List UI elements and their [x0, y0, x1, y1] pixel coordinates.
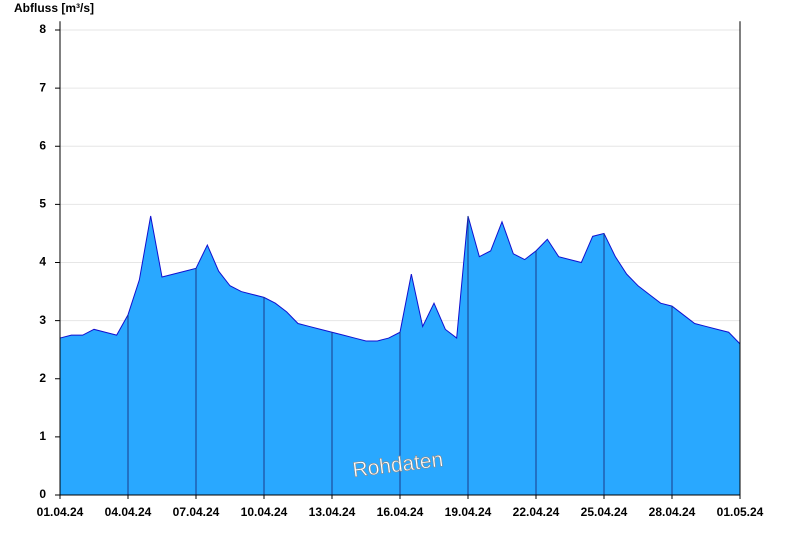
x-tick-label: 16.04.24 — [377, 505, 424, 519]
x-tick-label: 19.04.24 — [445, 505, 492, 519]
y-tick-label: 5 — [39, 197, 46, 211]
x-tick-label: 10.04.24 — [241, 505, 288, 519]
y-tick-label: 2 — [39, 371, 46, 385]
y-tick-label: 8 — [39, 22, 46, 36]
x-tick-label: 25.04.24 — [581, 505, 628, 519]
x-tick-label: 01.04.24 — [37, 505, 84, 519]
y-tick-label: 3 — [39, 313, 46, 327]
x-tick-label: 22.04.24 — [513, 505, 560, 519]
y-tick-label: 6 — [39, 138, 46, 152]
x-tick-label: 04.04.24 — [105, 505, 152, 519]
y-tick-label: 1 — [39, 429, 46, 443]
x-tick-label: 07.04.24 — [173, 505, 220, 519]
x-tick-label: 13.04.24 — [309, 505, 356, 519]
y-tick-label: 4 — [39, 255, 46, 269]
chart-title: Abfluss [m³/s] — [14, 1, 94, 15]
y-tick-label: 7 — [39, 80, 46, 94]
x-tick-label: 28.04.24 — [649, 505, 696, 519]
x-tick-label: 01.05.24 — [717, 505, 764, 519]
y-tick-label: 0 — [39, 487, 46, 501]
